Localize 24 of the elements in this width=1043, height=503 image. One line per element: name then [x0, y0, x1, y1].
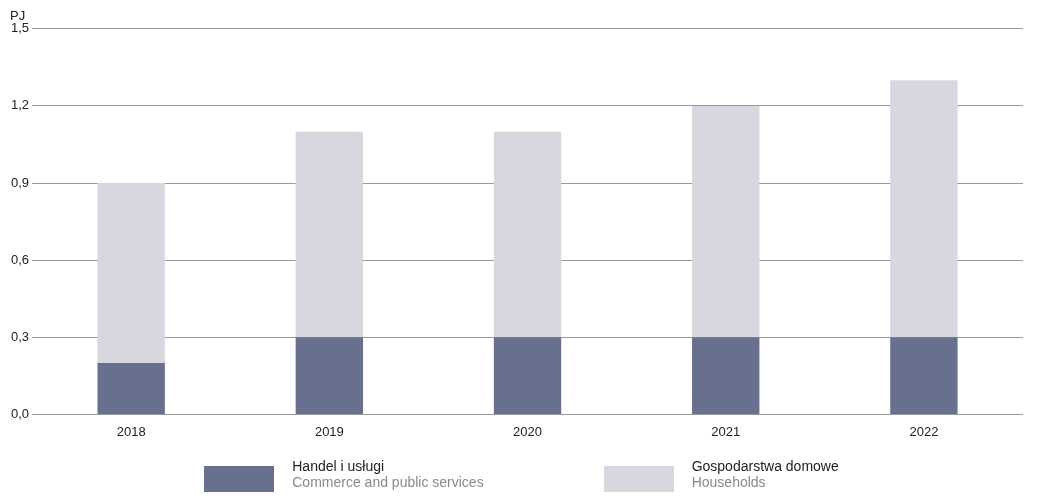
bar — [493, 131, 562, 338]
legend-label: Handel i usługi Commerce and public services — [292, 458, 484, 490]
y-tick-label: 0,0 — [10, 405, 30, 421]
bar — [890, 337, 958, 414]
y-axis-title: PJ — [10, 8, 26, 23]
bar — [692, 105, 760, 338]
x-tick-label: 2021 — [711, 423, 741, 439]
y-tick-label: 0,3 — [10, 328, 30, 344]
y-tick-label: 0,6 — [10, 251, 30, 267]
y-tick-label: 0,9 — [10, 174, 30, 190]
x-tick-label: 2020 — [513, 423, 542, 439]
bar — [97, 362, 165, 414]
bar — [692, 337, 760, 414]
x-tick-label: 2022 — [909, 423, 939, 439]
y-tick-label: 1,2 — [10, 97, 30, 113]
bar — [295, 337, 364, 414]
y-tick-label: 1,5 — [10, 20, 30, 36]
legend-label: Gospodarstwa domowe Households — [691, 458, 839, 490]
bar — [890, 80, 958, 338]
bar — [493, 337, 562, 414]
bar — [295, 131, 364, 338]
x-tick-label: 2019 — [314, 423, 344, 439]
x-tick-label: 2018 — [116, 423, 146, 439]
bar — [97, 183, 165, 363]
